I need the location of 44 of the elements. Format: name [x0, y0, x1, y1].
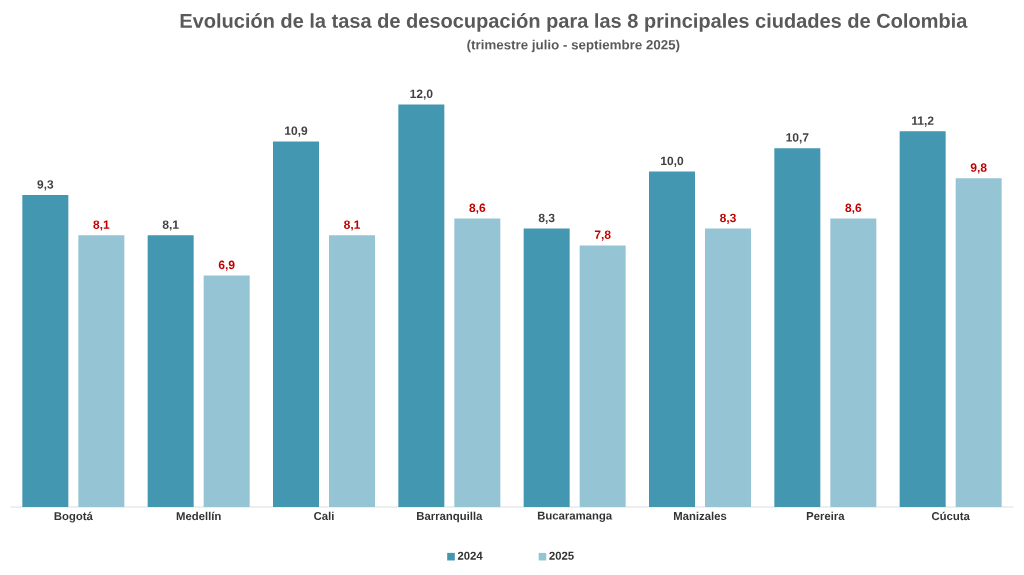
x-tick-label: Cali — [314, 511, 334, 521]
bar — [955, 178, 1002, 507]
data-label: 12,0 — [410, 89, 433, 100]
bar — [649, 171, 695, 507]
bar — [203, 275, 250, 507]
x-tick-label: Medellín — [176, 511, 221, 521]
data-label: 8,6 — [469, 203, 486, 214]
x-tick-label: Manizales — [673, 511, 727, 521]
data-label: 9,3 — [37, 180, 54, 191]
x-tick-label: Bucaramanga — [537, 511, 613, 522]
legend-label: 2024 — [457, 551, 483, 560]
bar — [454, 218, 501, 507]
data-label: 10,7 — [786, 133, 809, 144]
data-label: 9,8 — [970, 163, 987, 174]
data-label: 10,9 — [285, 126, 308, 137]
bar — [705, 228, 751, 507]
data-label: 10,0 — [661, 156, 684, 167]
data-label: 8,1 — [344, 220, 360, 231]
data-label: 8,1 — [162, 220, 179, 231]
x-tick-label: Cúcuta — [931, 511, 970, 521]
bar — [774, 148, 821, 507]
data-label: 11,2 — [912, 116, 934, 127]
bar — [147, 235, 194, 507]
bar — [329, 235, 375, 507]
data-label: 8,1 — [93, 220, 110, 231]
bar — [523, 228, 570, 507]
legend-label: 2025 — [549, 551, 574, 560]
x-tick-label: Barranquilla — [417, 511, 483, 523]
data-label: 8,3 — [538, 213, 555, 224]
x-tick-label: Bogotá — [54, 511, 93, 523]
bar — [899, 131, 946, 507]
x-tick-label: Pereira — [806, 511, 845, 521]
bar — [830, 218, 877, 507]
chart-subtitle: (trimestre julio - septiembre 2025) — [467, 39, 680, 53]
bar — [78, 235, 125, 507]
data-label: 8,3 — [720, 213, 736, 224]
bar — [22, 195, 69, 507]
data-label: 8,6 — [845, 203, 862, 214]
bar — [273, 141, 319, 507]
data-label: 6,9 — [218, 260, 235, 271]
bar — [579, 245, 626, 507]
bar — [398, 104, 445, 507]
chart-title: Evolución de la tasa de desocupación para las 8 principales ciudades de Colombia — [180, 13, 968, 32]
data-label: 7,8 — [594, 230, 611, 241]
